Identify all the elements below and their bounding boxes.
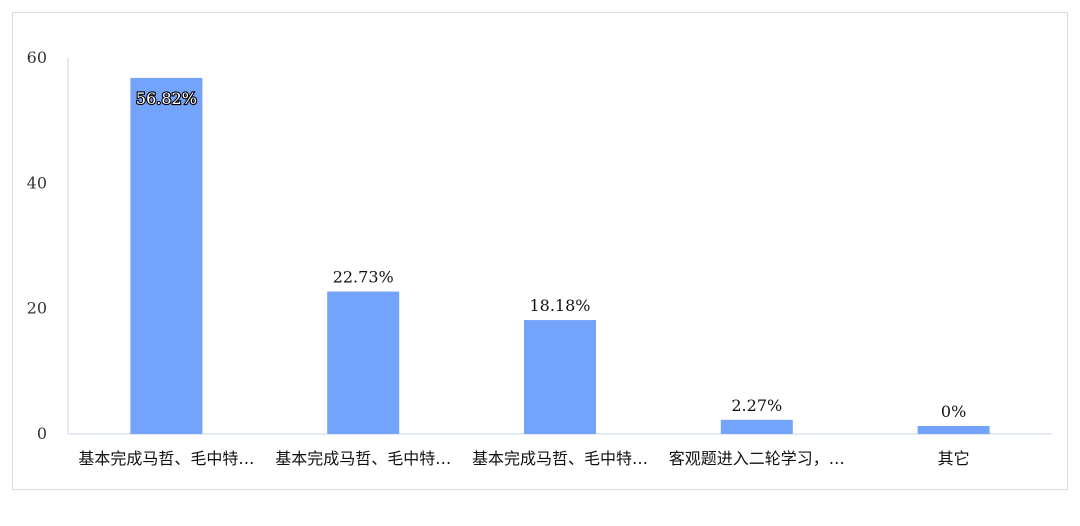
data-label: 56.82%	[136, 89, 197, 108]
bar	[720, 419, 793, 434]
data-label: 2.27%	[731, 396, 782, 415]
data-label: 22.73%	[333, 268, 394, 287]
data-label: 0%	[941, 402, 966, 421]
y-tick-label: 20	[27, 299, 47, 318]
category-label: 客观题进入二轮学习，…	[669, 449, 845, 468]
category-label: 基本完成马哲、毛中特…	[275, 449, 451, 468]
y-tick-label: 40	[27, 173, 47, 192]
bar	[917, 426, 990, 434]
y-tick-label: 60	[27, 48, 47, 67]
data-labels: 56.82% 22.73% 18.18% 2.27% 0%	[135, 88, 967, 421]
y-tick-label: 0	[37, 424, 47, 443]
bars	[130, 77, 990, 434]
category-label: 基本完成马哲、毛中特…	[472, 449, 648, 468]
y-axis: 0 20 40 60	[27, 48, 69, 443]
category-labels: 基本完成马哲、毛中特… 基本完成马哲、毛中特… 基本完成马哲、毛中特… 客观题进入二轮…	[78, 449, 969, 468]
bar	[327, 291, 400, 434]
bar	[130, 77, 203, 434]
category-label: 其它	[938, 449, 970, 468]
category-label: 基本完成马哲、毛中特…	[78, 449, 254, 468]
bar	[524, 320, 596, 434]
chart-frame	[12, 12, 1068, 490]
data-label: 18.18%	[529, 296, 590, 315]
